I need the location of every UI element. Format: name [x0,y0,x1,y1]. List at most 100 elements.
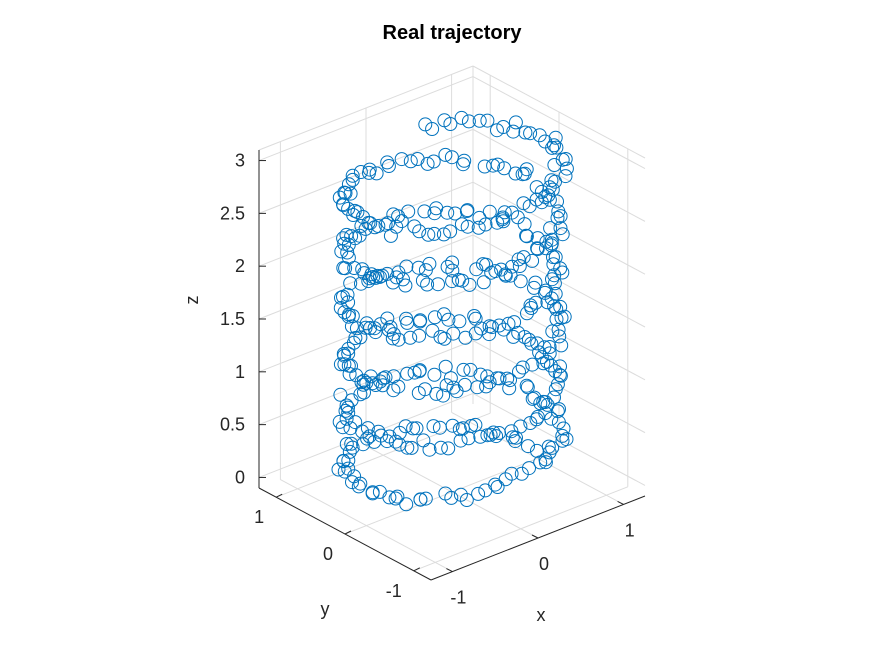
data-point [339,411,354,426]
data-point [534,184,549,199]
data-point [522,461,536,476]
data-point [357,385,371,400]
data-point [407,365,422,380]
data-point [557,309,572,324]
data-point [473,429,488,444]
data-point [512,364,526,379]
data-point [336,261,351,275]
data-point [343,276,358,291]
data-point [523,126,538,141]
data-point [512,259,527,273]
data-point [536,356,551,371]
data-point [341,177,356,192]
data-point [407,219,422,234]
data-point [348,415,363,430]
data-point [427,226,442,241]
data-point [432,420,447,435]
data-point [361,274,376,289]
data-point [468,311,483,326]
data-point [336,453,351,468]
z-tick-label: 0.5 [220,415,245,435]
grid-line-wall-z [258,392,474,478]
data-point [386,327,401,342]
data-point [501,316,516,331]
data-point [553,368,568,383]
data-point [530,241,545,256]
x-axis-label: x [537,605,546,625]
data-point [546,250,560,265]
data-point [383,320,398,335]
data-point [404,440,419,455]
data-point [365,376,380,391]
grid-line-floor-y [276,412,491,498]
data-point [336,289,350,304]
data-point [547,276,562,291]
data-point [554,338,569,353]
data-point [505,205,519,220]
data-point [341,295,356,310]
data-point [504,424,519,439]
data-point [394,152,409,167]
data-point [359,316,374,331]
data-point [345,172,360,187]
data-point [344,229,359,244]
data-point [367,220,382,235]
data-point [378,370,393,385]
data-point [339,437,354,451]
data-point [445,255,460,270]
data-point [340,245,355,260]
data-point [490,123,504,138]
data-point [514,466,529,481]
data-point [337,236,352,251]
data-point [482,204,497,219]
z-tick-label: 2 [235,256,245,276]
data-point [338,403,353,418]
axes [258,150,646,581]
data-point [356,377,371,392]
data-point [368,270,383,285]
data-point [534,350,549,365]
data-point [513,274,528,289]
data-point [461,431,476,446]
data-point [436,227,451,242]
data-point [528,295,543,310]
data-point [520,380,535,395]
data-point [381,322,396,337]
y-tick-mark [413,567,421,572]
data-point [334,290,348,305]
data-point [354,276,368,291]
data-point [544,236,559,251]
data-point [448,206,463,221]
y-axis-label: y [321,599,330,619]
data-point [417,204,432,219]
data-point [333,357,348,372]
data-point [517,217,532,232]
data-point [337,348,352,363]
data-point [396,272,410,287]
data-point [422,442,437,457]
data-point [365,486,380,501]
data-point [471,220,486,235]
data-point [530,409,545,424]
data-point [341,341,356,356]
data-point [518,125,533,140]
data-point [507,315,522,330]
data-point [550,210,565,225]
data-point [548,130,563,145]
data-point [479,379,494,394]
data-point [378,217,393,232]
data-point [486,425,501,440]
data-point [426,154,441,169]
data-point [478,483,493,498]
data-point [527,280,541,295]
data-point [478,217,493,232]
data-point [545,182,560,197]
data-point [505,430,520,445]
data-point [482,319,497,334]
data-point [549,140,564,155]
data-point [482,375,497,390]
data-point [392,425,407,440]
data-point [365,485,380,500]
data-point [412,364,427,379]
data-point [530,242,545,256]
